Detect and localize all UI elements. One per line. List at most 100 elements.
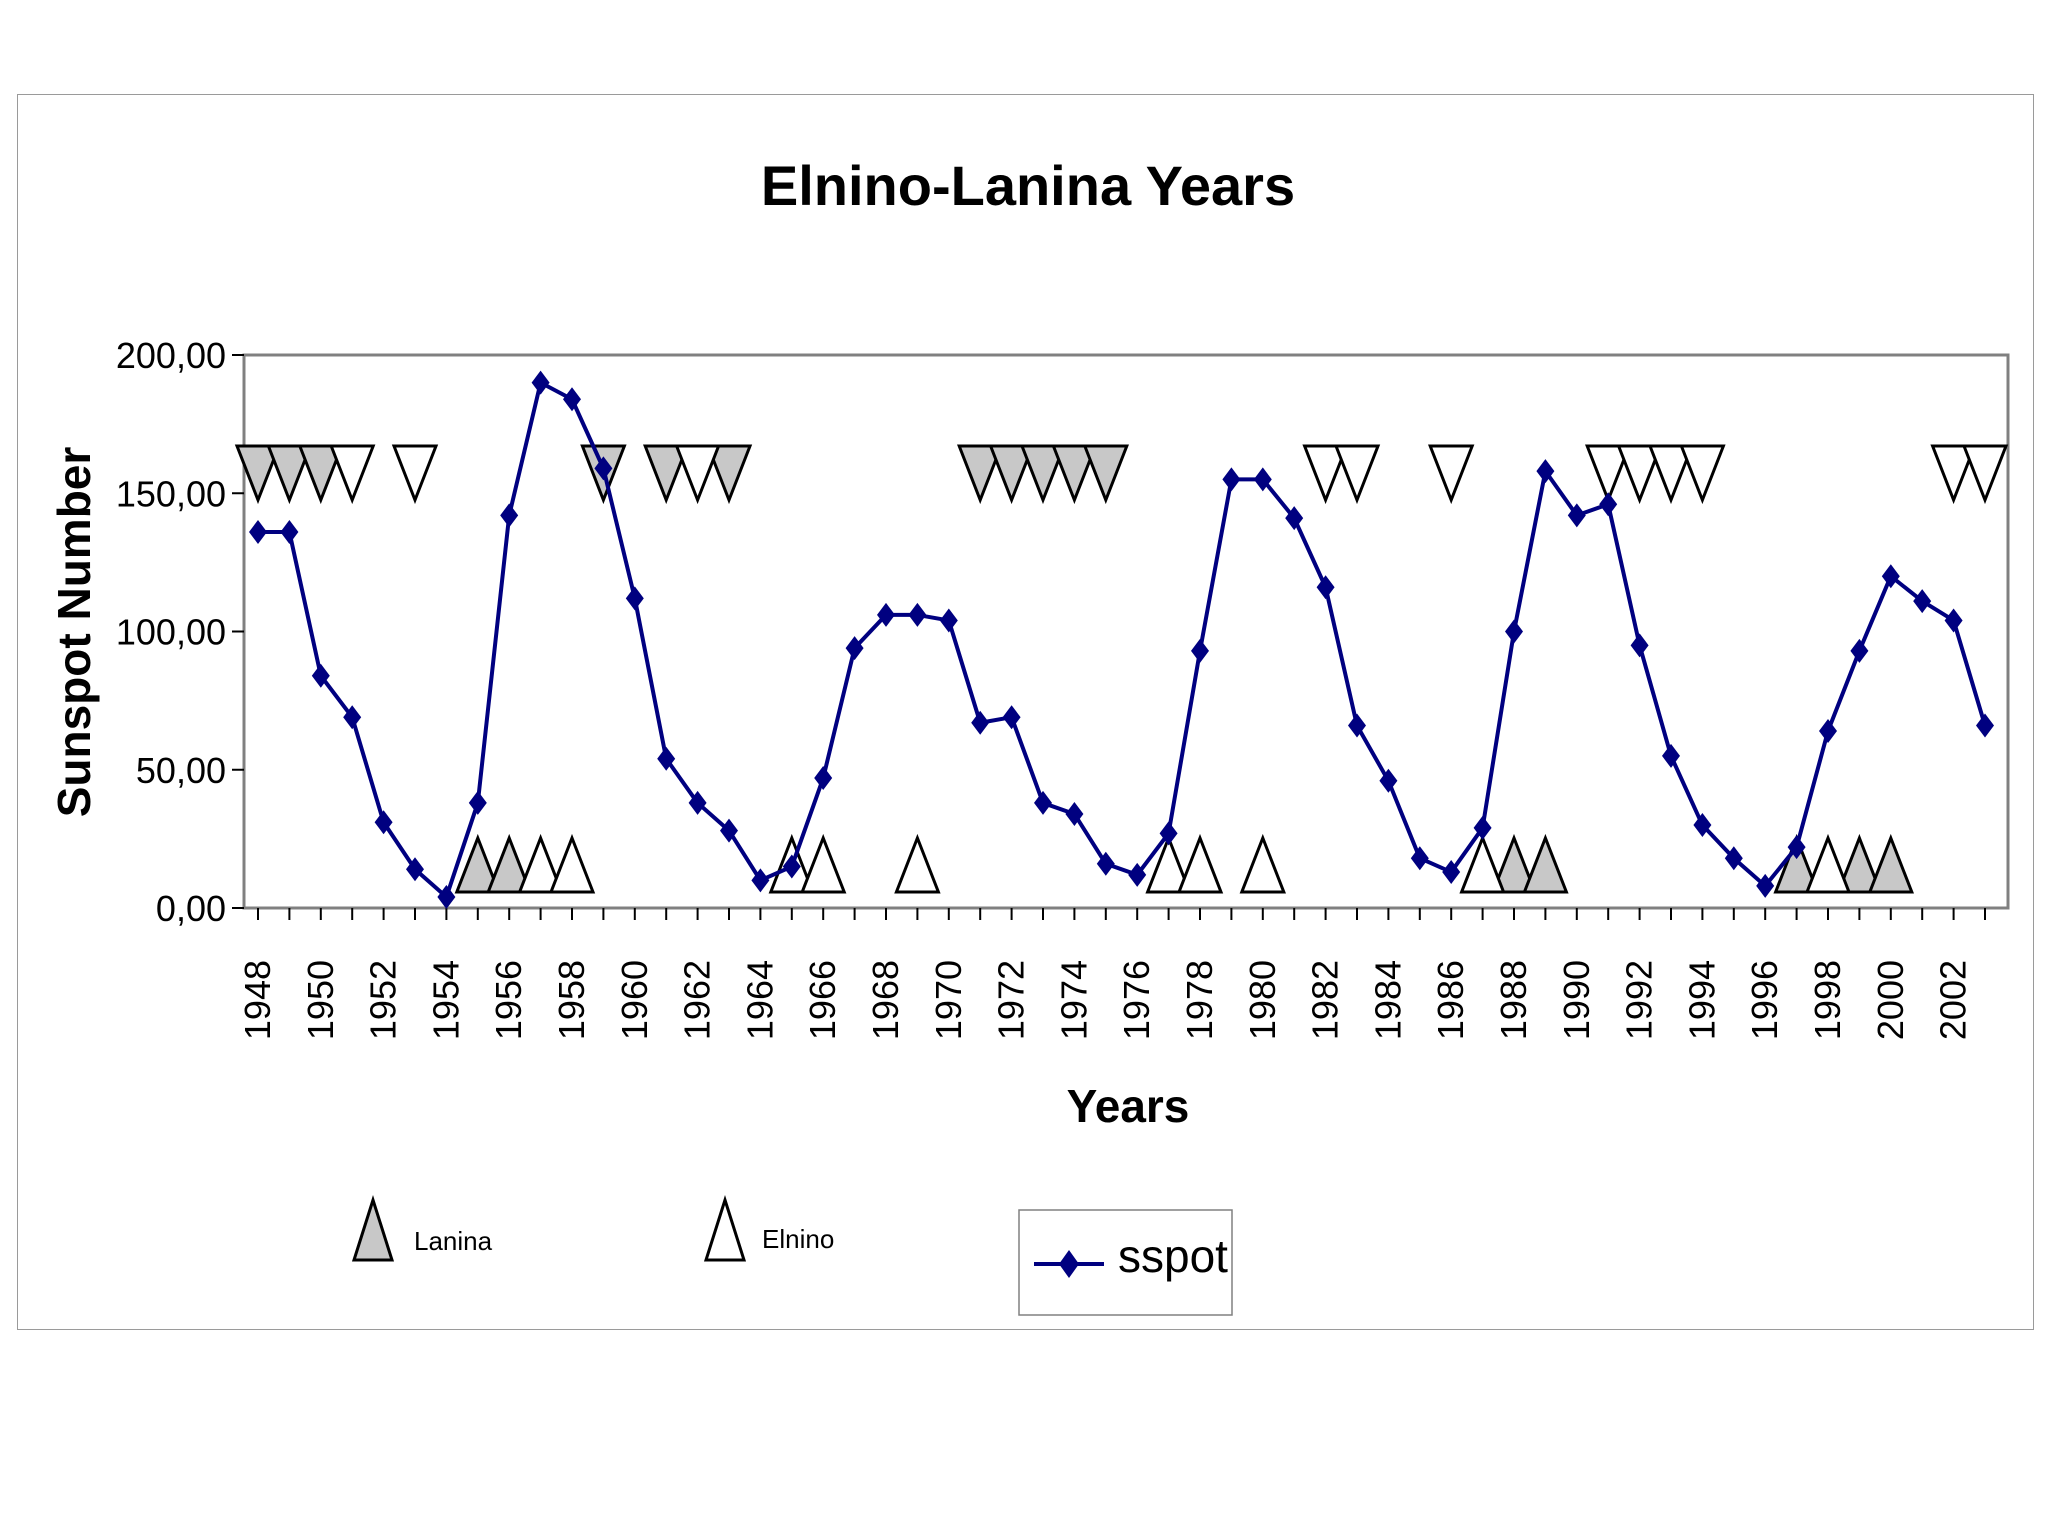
lanina-marker-1973 [1019, 444, 1067, 505]
data-point-1974 [1065, 801, 1084, 826]
x-axis: 1948 1950 1952 1954 1956 1958 1960 1962 1964 1966… [237, 908, 1986, 1040]
data-point-1995 [1724, 846, 1743, 871]
x-tick-label: 1982 [1305, 960, 1346, 1040]
elnino-marker-1977 [1145, 833, 1192, 894]
lanina-marker-1963 [705, 444, 753, 505]
data-point-1954 [437, 884, 456, 909]
data-point-1957 [531, 370, 550, 395]
data-point-1971 [971, 710, 990, 735]
x-tick-label: 1996 [1744, 960, 1785, 1040]
data-point-1961 [657, 746, 676, 771]
elnino-marker-2003 [1961, 444, 2009, 505]
data-point-1989 [1536, 459, 1555, 484]
data-point-1948 [249, 519, 267, 544]
x-tick-label: 1966 [802, 960, 843, 1040]
x-tick-label: 1984 [1367, 960, 1408, 1040]
data-point-1976 [1128, 862, 1147, 887]
sspot-series [249, 370, 1994, 909]
data-point-1967 [845, 636, 864, 661]
data-point-1998 [1819, 719, 1837, 744]
data-point-1963 [720, 818, 738, 843]
data-point-1964 [751, 868, 770, 893]
data-point-1996 [1756, 873, 1775, 898]
data-point-1992 [1630, 633, 1649, 658]
x-tick-label: 1992 [1619, 960, 1660, 1040]
data-point-1951 [343, 705, 362, 730]
x-tick-label: 1950 [300, 960, 341, 1040]
y-tick-label: 50,00 [136, 750, 226, 791]
data-point-1972 [1002, 705, 1021, 730]
elnino-marker-1994 [1679, 444, 1726, 505]
data-point-1966 [814, 766, 833, 791]
data-point-1973 [1034, 790, 1052, 815]
elnino-marker-1983 [1333, 444, 1381, 505]
chart-title: Elnino-Lanina Years [761, 154, 1295, 217]
y-tick-label: 100,00 [116, 612, 226, 653]
data-point-1965 [782, 854, 801, 879]
data-point-1969 [908, 602, 927, 627]
data-point-1997 [1787, 835, 1806, 860]
x-tick-label: 1994 [1681, 960, 1722, 1040]
chart-frame [17, 94, 2034, 1330]
legend-elnino-marker [703, 1195, 747, 1262]
lanina-marker-1971 [957, 444, 1004, 505]
data-point-1978 [1191, 638, 1209, 663]
x-tick-label: 1980 [1242, 960, 1283, 1040]
x-tick-label: 1962 [677, 960, 718, 1040]
legend-elnino-label: Elnino [762, 1224, 834, 1254]
lanina-marker-2000 [1867, 833, 1914, 894]
lanina-marker-1997 [1773, 833, 1820, 894]
elnino-marker-1993 [1647, 444, 1695, 505]
x-tick-label: 1986 [1430, 960, 1471, 1040]
data-point-1991 [1599, 492, 1618, 517]
data-point-2000 [1881, 564, 1900, 589]
data-point-1987 [1473, 815, 1492, 840]
x-tick-label: 1988 [1493, 960, 1534, 1040]
x-tick-label: 1978 [1179, 960, 1220, 1040]
legend-lanina-label: Lanina [414, 1226, 493, 1256]
data-point-1958 [563, 387, 581, 412]
elnino-marker-1969 [894, 833, 941, 894]
elnino-marker-1992 [1616, 444, 1663, 505]
x-tick-label: 1960 [614, 960, 655, 1040]
elnino-marker-2002 [1930, 444, 1977, 505]
data-point-1968 [877, 602, 895, 627]
elnino-marker-1986 [1428, 444, 1475, 505]
legend: Lanina Elnino sspot [351, 1195, 1233, 1316]
lanina-marker-1999 [1836, 833, 1883, 894]
data-point-1986 [1442, 860, 1461, 885]
data-point-1950 [311, 663, 330, 688]
x-axis-title: Years [1067, 1080, 1190, 1132]
data-point-2002 [1944, 608, 1963, 633]
x-tick-label: 1954 [425, 960, 466, 1040]
x-tick-label: 1968 [865, 960, 906, 1040]
lanina-marker-1956 [486, 833, 533, 894]
elnino-marker-1962 [674, 444, 721, 505]
data-point-1990 [1567, 503, 1586, 528]
lanina-marker-1950 [297, 444, 344, 505]
lanina-marker-1988 [1490, 833, 1538, 894]
x-tick-label: 1990 [1556, 960, 1597, 1040]
elnino-marker-1951 [329, 444, 376, 505]
elnino-marker-1987 [1459, 833, 1506, 894]
data-point-1982 [1316, 575, 1335, 600]
elnino-marker-1958 [548, 833, 596, 894]
y-tick-label: 150,00 [116, 473, 226, 514]
lanina-marker-1972 [988, 444, 1035, 505]
data-point-1952 [374, 810, 393, 835]
legend-series-marker [1059, 1250, 1079, 1278]
lanina-marker-1948 [234, 444, 282, 505]
lanina-marker-1955 [454, 833, 501, 894]
x-tick-label: 1964 [739, 960, 780, 1040]
data-point-1970 [939, 608, 958, 633]
x-tick-label: 1952 [363, 960, 404, 1040]
data-point-1959 [594, 456, 613, 481]
elnino-marker-1982 [1302, 444, 1349, 505]
data-point-1999 [1850, 638, 1869, 663]
elnino-marker-1957 [517, 833, 564, 894]
y-tick-label: 0,00 [156, 888, 226, 929]
x-tick-label: 1974 [1053, 960, 1094, 1040]
data-point-1985 [1410, 846, 1429, 871]
legend-series-label: sspot [1118, 1230, 1228, 1282]
data-point-1988 [1505, 619, 1523, 644]
